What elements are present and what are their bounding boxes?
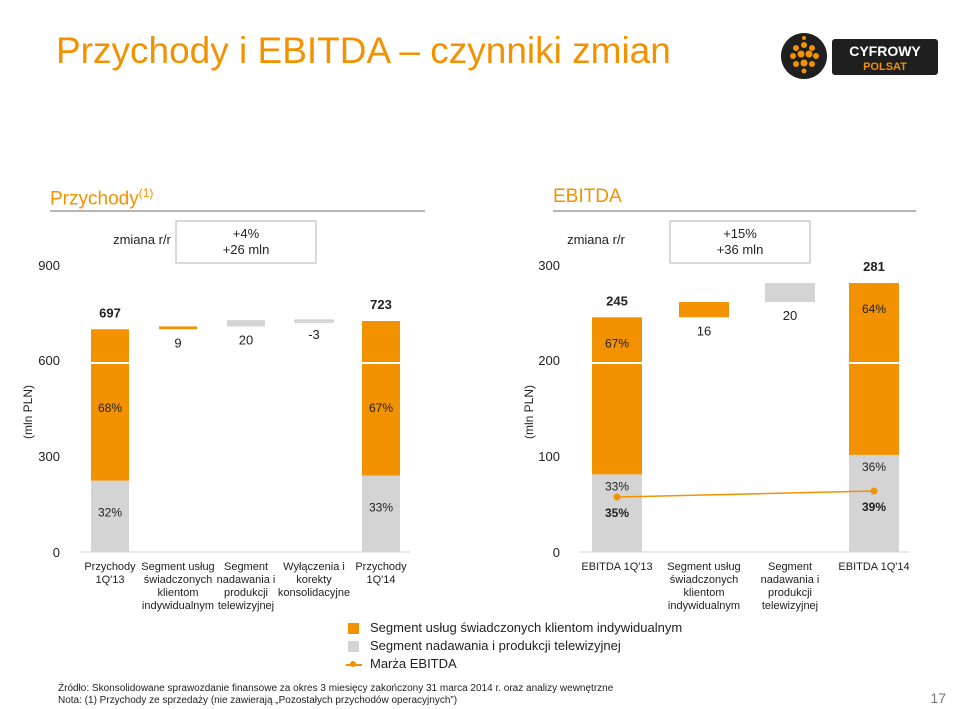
ebitda-total-label: 281 xyxy=(863,259,885,274)
rev-total-label: 697 xyxy=(99,305,121,320)
ebitda-change-header: zmiana r/r xyxy=(567,232,625,247)
rev-bar-gray xyxy=(362,475,400,552)
rev-change-summary: +4% +26 mln xyxy=(223,226,270,257)
revenue-title-rule xyxy=(50,210,425,212)
ebitda-margin-point xyxy=(613,493,621,501)
rev-category-label: Segment nadawania i produkcji telewizyjnej xyxy=(217,561,276,612)
rev-change-header: zmiana r/r xyxy=(113,232,171,247)
company-logo: CYFROWY POLSAT xyxy=(781,33,938,79)
page-number: 17 xyxy=(930,690,946,706)
rev-y-tick: 0 xyxy=(53,545,60,560)
page-title: Przychody i EBITDA – czynniki zmian xyxy=(56,30,671,71)
rev-category-label: Przychody 1Q'14 xyxy=(355,561,407,586)
rev-change-label: 20 xyxy=(239,332,253,347)
ebitda-chart-title: EBITDA xyxy=(553,186,622,207)
ebitda-category-label: Segment usług świadczonych klientom indywid… xyxy=(667,561,740,612)
ebitda-y-tick: 100 xyxy=(538,449,560,464)
ebitda-share-orange: 67% xyxy=(605,336,629,350)
note-footnote: Nota: (1) Przychody ze sprzedaży (nie za… xyxy=(58,695,458,706)
ebitda-share-gray: 36% xyxy=(862,460,886,474)
rev-bar-orange xyxy=(362,321,400,476)
source-footnote: Źródło: Skonsolidowane sprawozdanie fina… xyxy=(58,683,614,694)
ebitda-margin-label: 35% xyxy=(605,506,629,520)
legend-item-broadcasting: Segment nadawania i produkcji telewizyjn… xyxy=(346,638,682,656)
legend-swatch-orange xyxy=(348,623,359,634)
rev-change-label: 9 xyxy=(174,335,181,350)
ebitda-bar-gray xyxy=(849,454,899,552)
rev-category-label: Przychody 1Q'13 xyxy=(84,561,136,586)
ebitda-share-orange: 64% xyxy=(862,302,886,316)
rev-change-bar xyxy=(294,319,334,323)
ebitda-bar-break xyxy=(590,362,644,364)
chart-legend: Segment usług świadczonych klientom indy… xyxy=(346,620,682,674)
rev-y-tick: 900 xyxy=(38,258,60,273)
svg-text:POLSAT: POLSAT xyxy=(863,61,907,73)
rev-category-label: Wyłączenia i korekty konsolidacyjne xyxy=(278,561,350,599)
rev-total-label: 723 xyxy=(370,297,392,312)
ebitda-change-bar xyxy=(679,302,729,318)
ebitda-title-rule xyxy=(553,210,916,212)
ebitda-category-label: Segment nadawania i produkcji telewizyjnej xyxy=(761,561,820,612)
rev-bar-orange xyxy=(91,329,129,481)
rev-y-tick: 300 xyxy=(38,449,60,464)
ebitda-margin-point xyxy=(870,487,878,495)
ebitda-total-label: 245 xyxy=(606,293,628,308)
svg-text:CYFROWY: CYFROWY xyxy=(849,43,921,59)
ebitda-bar-break xyxy=(847,362,901,364)
legend-label-consumer: Segment usług świadczonych klientom indy… xyxy=(370,620,683,635)
legend-item-margin: Marża EBITDA xyxy=(346,656,682,674)
ebitda-change-bar xyxy=(765,283,815,303)
legend-dot-marker xyxy=(350,661,356,667)
rev-category-label: Segment usług świadczonych klientom indywid… xyxy=(141,561,214,612)
rev-bar-break xyxy=(360,362,402,364)
rev-bar-gray xyxy=(91,480,129,552)
ebitda-change-summary-box xyxy=(669,220,811,264)
rev-share-orange: 67% xyxy=(369,401,393,415)
ebitda-change-label: 16 xyxy=(697,323,711,338)
ebitda-y-tick: 200 xyxy=(538,353,560,368)
rev-change-bar xyxy=(159,326,197,330)
rev-change-label: -3 xyxy=(308,327,320,342)
ebitda-y-tick: 300 xyxy=(538,258,560,273)
legend-swatch-gray xyxy=(348,641,359,652)
ebitda-bar-orange xyxy=(849,283,899,455)
rev-share-orange: 68% xyxy=(98,401,122,415)
revenue-chart-title: Przychody(1) xyxy=(50,186,154,210)
ebitda-category-label: EBITDA 1Q'13 xyxy=(581,561,652,573)
rev-share-gray: 33% xyxy=(369,501,393,515)
rev-y-axis-label: (mln PLN) xyxy=(21,385,35,439)
rev-share-gray: 32% xyxy=(98,506,122,520)
ebitda-category-label: EBITDA 1Q'14 xyxy=(838,561,909,573)
ebitda-bar-gray xyxy=(592,474,642,552)
ebitda-change-summary: +15% +36 mln xyxy=(717,226,764,257)
rev-change-summary-box xyxy=(175,220,317,264)
ebitda-margin-label: 39% xyxy=(862,500,886,514)
ebitda-change-label: 20 xyxy=(783,308,797,323)
rev-change-bar xyxy=(227,320,265,327)
ebitda-share-gray: 33% xyxy=(605,479,629,493)
legend-label-broadcasting: Segment nadawania i produkcji telewizyjn… xyxy=(370,638,621,653)
legend-item-consumer: Segment usług świadczonych klientom indy… xyxy=(346,620,682,638)
rev-bar-break xyxy=(89,362,131,364)
legend-label-margin: Marża EBITDA xyxy=(370,656,457,671)
ebitda-bar-orange xyxy=(592,317,642,475)
rev-y-tick: 600 xyxy=(38,353,60,368)
ebitda-margin-line xyxy=(616,490,875,498)
ebitda-y-axis-label: (mln PLN) xyxy=(522,385,536,439)
ebitda-y-tick: 0 xyxy=(553,545,560,560)
